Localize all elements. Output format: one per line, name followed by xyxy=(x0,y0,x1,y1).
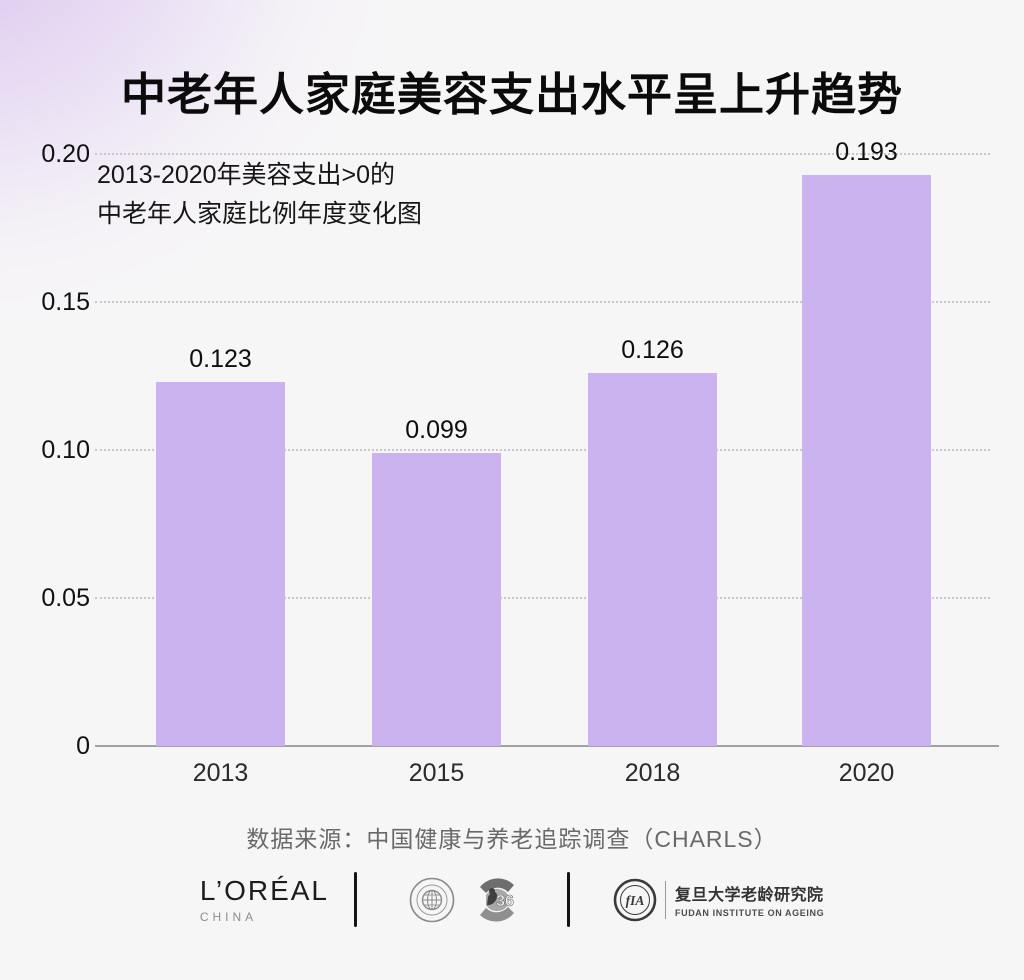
footer-logo-row: L’ORÉAL CHINA 36 fI xyxy=(0,872,1024,927)
fudan-institute-name-cn: 复旦大学老龄研究院 xyxy=(675,887,824,904)
x-axis-category-label: 2020 xyxy=(838,759,895,787)
chart-subtitle-line2: 中老年人家庭比例年度变化图 xyxy=(97,200,423,228)
bar xyxy=(156,382,285,746)
bar-value-label: 0.193 xyxy=(835,138,898,166)
bar xyxy=(372,453,501,746)
page-title: 中老年人家庭美容支出水平呈上升趋势 xyxy=(120,69,903,120)
x-axis-category-label: 2015 xyxy=(408,759,465,787)
footer-divider xyxy=(354,872,357,927)
fudan-institute-name: 复旦大学老龄研究院 FUDAN INSTITUTE ON AGEING xyxy=(675,881,824,918)
chart-subtitle: 2013-2020年美容支出>0的 中老年人家庭比例年度变化图 xyxy=(97,156,422,234)
chart-subtitle-line1: 2013-2020年美容支出>0的 xyxy=(97,161,396,189)
x-axis-category-label: 2013 xyxy=(192,759,249,787)
fudan-institute-seal-icon: fIA xyxy=(613,878,657,921)
y-gridline xyxy=(95,449,990,451)
y-axis-tick-label: 0 xyxy=(76,732,90,760)
footer-divider xyxy=(665,880,666,919)
bar xyxy=(802,175,931,746)
y-gridline xyxy=(95,301,990,303)
shanghai-consumer-council-seal-icon xyxy=(409,877,455,922)
loreal-china-label: CHINA xyxy=(199,910,258,924)
fia-monogram: fIA xyxy=(626,893,645,908)
council-anniversary-logo-icon: 36 xyxy=(480,877,514,922)
data-source-note: 数据来源：中国健康与养老追踪调查（CHARLS） xyxy=(246,826,778,852)
loreal-wordmark: L’ORÉAL xyxy=(199,875,329,906)
x-axis-line xyxy=(95,745,999,747)
bar-value-label: 0.099 xyxy=(405,416,468,444)
y-axis-tick-label: 0.20 xyxy=(41,140,90,168)
footer-divider xyxy=(567,872,570,927)
loreal-logo: L’ORÉAL CHINA xyxy=(200,875,329,924)
council-logo-number: 36 xyxy=(496,893,514,910)
y-axis-tick-label: 0.05 xyxy=(41,584,90,612)
fudan-institute-name-en: FUDAN INSTITUTE ON AGEING xyxy=(675,908,825,918)
y-axis-tick-label: 0.15 xyxy=(41,288,90,316)
y-axis-tick-label: 0.10 xyxy=(41,436,90,464)
y-gridline xyxy=(95,153,990,155)
fudan-institute-logo: fIA 复旦大学老龄研究院 FUDAN INSTITUTE ON AGEING xyxy=(613,878,824,922)
bar-value-label: 0.126 xyxy=(621,336,684,364)
x-axis-category-label: 2018 xyxy=(624,759,681,787)
y-gridline xyxy=(95,597,990,599)
bar-value-label: 0.123 xyxy=(189,345,252,373)
bar xyxy=(588,373,717,746)
